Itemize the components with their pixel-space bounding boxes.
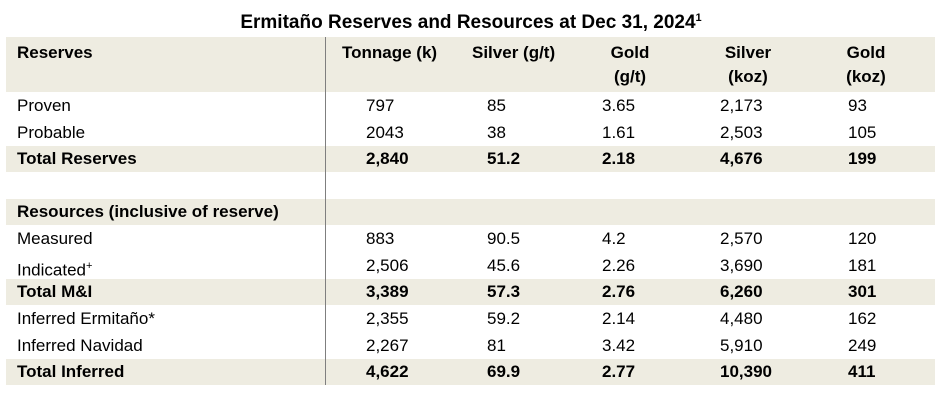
cell-silver-gt: 51.2	[487, 149, 521, 168]
table-row: Proven 797 85 3.65 2,173 93	[6, 93, 935, 119]
title-footnote-mark: 1	[695, 12, 702, 24]
header-silver-koz-line2: (koz)	[728, 67, 768, 86]
table-title-text: Ermitaño Reserves and Resources at Dec 3…	[240, 12, 696, 33]
cell-gold-koz: 93	[848, 96, 867, 115]
indicated-footnote-mark: +	[86, 260, 93, 272]
cell-gold-gt: 3.42	[602, 336, 636, 355]
cell-silver-koz: 6,260	[720, 282, 763, 301]
row-label: Probable	[17, 123, 86, 142]
cell-gold-koz: 301	[848, 282, 877, 301]
header-silver-gt: Silver (g/t)	[472, 43, 556, 62]
cell-silver-gt: 81	[487, 336, 506, 355]
cell-gold-koz: 181	[848, 256, 877, 275]
row-label: Inferred Navidad	[17, 336, 143, 355]
row-label: Total Inferred	[17, 362, 125, 381]
table-row: Inferred Navidad 2,267 81 3.42 5,910 249	[6, 333, 935, 359]
cell-gold-koz: 249	[848, 336, 877, 355]
cell-silver-koz: 3,690	[720, 256, 763, 275]
spacer-row	[6, 172, 935, 199]
cell-gold-gt: 3.65	[602, 96, 636, 115]
cell-silver-gt: 85	[487, 96, 506, 115]
cell-gold-gt: 2.26	[602, 256, 636, 275]
header-silver-koz-line1: Silver	[724, 43, 772, 62]
header-reserves: Reserves	[17, 43, 93, 62]
row-label: Proven	[17, 96, 71, 115]
row-label-text: Indicated	[17, 260, 86, 280]
cell-tonnage: 4,622	[366, 362, 409, 381]
cell-silver-koz: 5,910	[720, 336, 763, 355]
cell-silver-koz: 2,570	[720, 229, 763, 248]
row-label: Total Reserves	[17, 149, 137, 168]
section-header-row: Resources (inclusive of reserve)	[6, 199, 935, 225]
cell-silver-gt: 59.2	[487, 309, 521, 328]
cell-tonnage: 2,840	[366, 149, 409, 168]
cell-silver-koz: 4,480	[720, 309, 763, 328]
cell-gold-gt: 2.77	[602, 362, 636, 381]
cell-gold-gt: 4.2	[602, 229, 626, 248]
row-label: Inferred Ermitaño*	[17, 309, 155, 328]
cell-gold-koz: 105	[848, 123, 877, 142]
header-row: Reserves Tonnage (k) Silver (g/t) Gold (…	[6, 37, 935, 92]
table-row: Probable 2043 38 1.61 2,503 105	[6, 120, 935, 146]
cell-gold-gt: 2.76	[602, 282, 636, 301]
row-label: Total M&I	[17, 282, 93, 301]
cell-silver-koz: 10,390	[720, 362, 772, 381]
cell-gold-koz: 411	[848, 362, 876, 381]
cell-gold-gt: 2.14	[602, 309, 636, 328]
cell-tonnage: 2043	[366, 123, 404, 142]
row-label: Measured	[17, 229, 93, 248]
cell-silver-gt: 45.6	[487, 256, 521, 275]
cell-gold-gt: 1.61	[602, 123, 636, 142]
cell-tonnage: 797	[366, 96, 395, 115]
table-title: Ermitaño Reserves and Resources at Dec 3…	[0, 12, 942, 34]
cell-tonnage: 3,389	[366, 282, 409, 301]
table-row-total: Total M&I 3,389 57.3 2.76 6,260 301	[6, 279, 935, 305]
table-row: Indicated+ 2,506 45.6 2.26 3,690 181	[6, 253, 935, 280]
cell-tonnage: 2,355	[366, 309, 409, 328]
table-row-total: Total Reserves 2,840 51.2 2.18 4,676 199	[6, 146, 935, 172]
table-row: Inferred Ermitaño* 2,355 59.2 2.14 4,480…	[6, 306, 935, 332]
cell-tonnage: 883	[366, 229, 395, 248]
header-gold-gt-line1: Gold	[610, 43, 650, 62]
cell-silver-koz: 2,503	[720, 123, 763, 142]
cell-gold-koz: 199	[848, 149, 877, 168]
header-tonnage: Tonnage (k)	[342, 43, 438, 62]
cell-silver-gt: 38	[487, 123, 506, 142]
header-gold-gt-line2: (g/t)	[613, 67, 647, 86]
cell-tonnage: 2,506	[366, 256, 409, 275]
table-row-total: Total Inferred 4,622 69.9 2.77 10,390 41…	[6, 359, 935, 385]
cell-silver-gt: 57.3	[487, 282, 521, 301]
cell-gold-koz: 162	[848, 309, 877, 328]
cell-silver-koz: 4,676	[720, 149, 763, 168]
cell-silver-gt: 69.9	[487, 362, 521, 381]
table-row: Measured 883 90.5 4.2 2,570 120	[6, 226, 935, 252]
row-label: Indicated+	[17, 253, 92, 284]
resources-section-label: Resources (inclusive of reserve)	[17, 202, 279, 221]
header-gold-koz-line1: Gold	[846, 43, 886, 62]
cell-gold-koz: 120	[848, 229, 877, 248]
column-divider	[325, 37, 326, 385]
cell-gold-gt: 2.18	[602, 149, 636, 168]
cell-silver-gt: 90.5	[487, 229, 521, 248]
cell-silver-koz: 2,173	[720, 96, 763, 115]
header-gold-koz-line2: (koz)	[846, 67, 886, 86]
cell-tonnage: 2,267	[366, 336, 409, 355]
